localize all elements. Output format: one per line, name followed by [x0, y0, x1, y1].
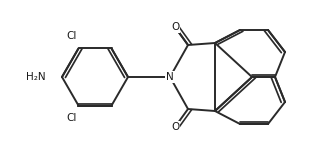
Text: O: O [171, 122, 179, 132]
Text: N: N [166, 72, 174, 82]
Text: Cl: Cl [66, 31, 76, 41]
Text: H₂N: H₂N [26, 72, 46, 82]
Text: O: O [171, 22, 179, 32]
Text: Cl: Cl [66, 113, 76, 123]
